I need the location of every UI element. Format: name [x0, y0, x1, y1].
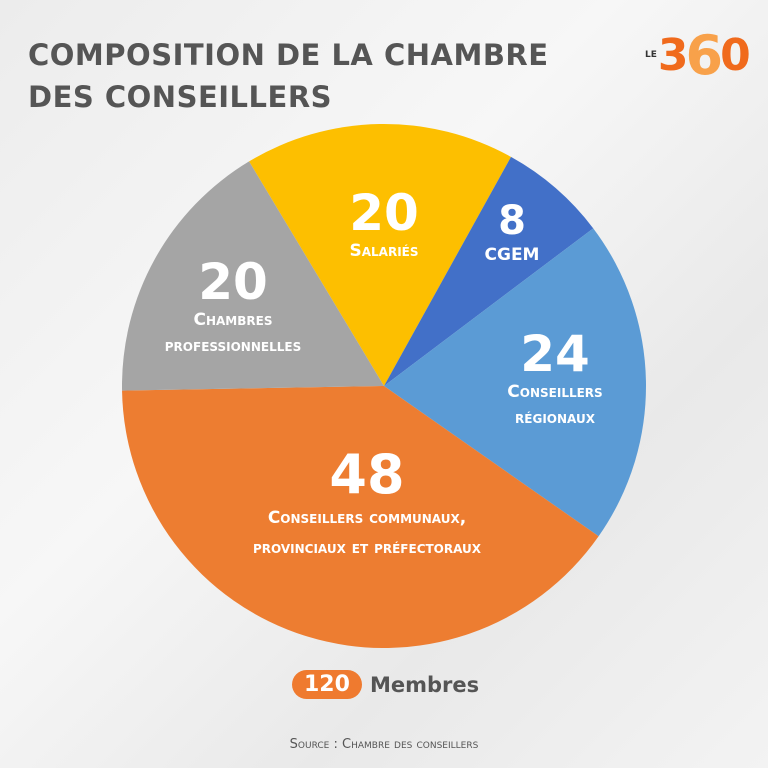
- le360-logo: LE 3 6 0: [645, 24, 751, 87]
- pie-slice-0: [249, 124, 512, 386]
- value-label: 20: [349, 184, 419, 242]
- slice-label-cgem: 8 CGEM: [485, 200, 540, 268]
- slice-label-salaries: 20 Salariés: [349, 188, 419, 264]
- category-label: Conseillers: [507, 382, 603, 402]
- value-label: 48: [329, 443, 405, 506]
- total-members: 120 Membres: [292, 670, 479, 699]
- total-label: Membres: [369, 672, 480, 697]
- logo-3: 3: [657, 29, 689, 81]
- category-label: Salariés: [349, 241, 419, 261]
- slice-label-regionaux: 24 Conseillers régionaux: [507, 329, 602, 431]
- total-badge: 120: [292, 670, 362, 699]
- pie-slice-2: [384, 228, 647, 537]
- value-label: 24: [520, 325, 590, 383]
- pie-slice-1: [384, 156, 594, 386]
- source-note: Source : Chambre des conseillers: [289, 737, 479, 752]
- category-label: professionnelles: [164, 336, 302, 356]
- category-label: régionaux: [515, 408, 595, 428]
- logo-6: 6: [685, 23, 724, 87]
- logo-le: LE: [645, 50, 657, 60]
- chart-title: COMPOSITION DE LA CHAMBRE DES CONSEILLER…: [28, 34, 549, 118]
- pie-slice-3: [122, 386, 599, 649]
- category-label: provinciaux et préfectoraux: [252, 538, 482, 558]
- pie-slice-4: [122, 161, 384, 391]
- slice-label-chambres: 20 Chambres professionnelles: [165, 257, 301, 359]
- value-label: 20: [198, 253, 268, 311]
- logo-0: 0: [720, 29, 751, 81]
- category-label: Conseillers communaux,: [267, 508, 467, 528]
- value-label: 8: [498, 198, 526, 244]
- title-line-2: DES CONSEILLERS: [28, 80, 333, 114]
- title-line-1: COMPOSITION DE LA CHAMBRE: [28, 38, 549, 72]
- category-label: CGEM: [484, 245, 540, 265]
- slice-label-communaux: 48 Conseillers communaux, provinciaux et…: [253, 447, 481, 563]
- category-label: Chambres: [193, 310, 273, 330]
